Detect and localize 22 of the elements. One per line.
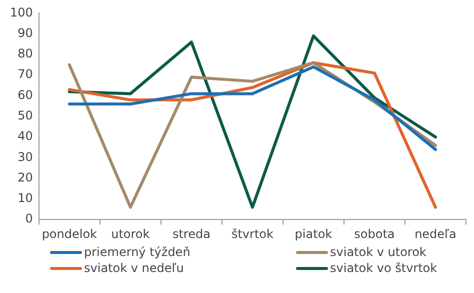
x-tick-label: piatok [294, 226, 332, 241]
y-tick-label: 50 [18, 108, 33, 123]
y-tick-label: 0 [25, 212, 33, 226]
y-tick-label: 10 [18, 191, 33, 206]
x-tick-label: pondelok [42, 226, 98, 241]
y-tick-label: 100 [10, 5, 33, 20]
legend-label: priemerný týždeň [84, 245, 190, 259]
y-tick-label: 90 [18, 26, 33, 40]
legend-label: sviatok vo štvrtok [330, 261, 438, 275]
x-tick-label: štvrtok [231, 226, 274, 241]
x-tick-label: streda [172, 226, 210, 241]
x-tick-label: sobota [354, 226, 395, 241]
x-tick-label: nedeľa [414, 226, 456, 241]
y-tick-label: 20 [18, 170, 33, 184]
legend-label: sviatok v utorok [330, 245, 426, 259]
legend-label: sviatok v nedeľu [84, 261, 184, 275]
y-tick-label: 80 [18, 46, 33, 61]
y-tick-label: 40 [18, 129, 33, 144]
y-tick-label: 30 [18, 150, 33, 164]
y-tick-label: 60 [18, 88, 33, 102]
x-tick-label: utorok [111, 226, 150, 241]
y-tick-label: 70 [18, 67, 33, 82]
